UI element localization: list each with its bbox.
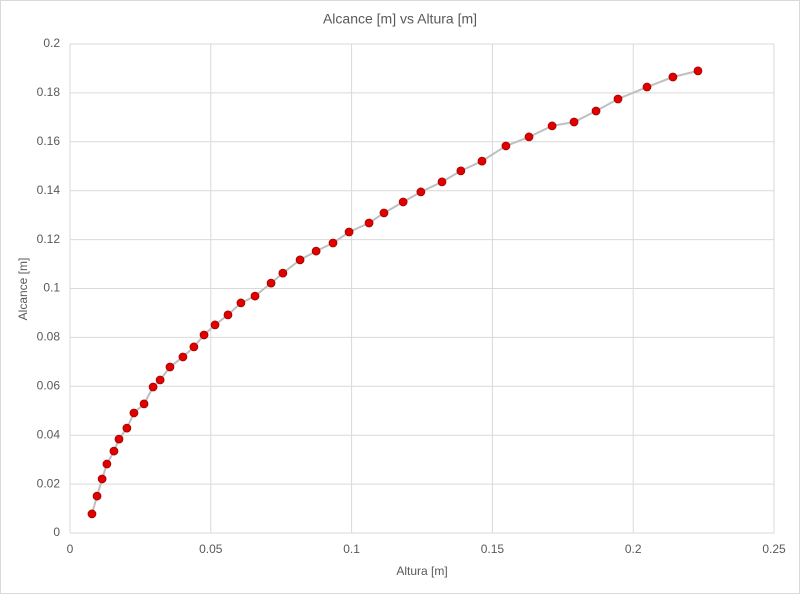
- data-point: [344, 227, 354, 237]
- data-point: [311, 246, 321, 256]
- y-tick-label: 0.2: [43, 36, 60, 50]
- x-tick-label: 0: [67, 542, 74, 556]
- data-point: [210, 320, 220, 330]
- y-tick-label: 0.08: [37, 330, 61, 344]
- data-point: [114, 434, 124, 444]
- data-point: [92, 491, 102, 501]
- data-point: [501, 141, 511, 151]
- data-point: [668, 72, 678, 82]
- data-point: [250, 291, 260, 301]
- data-point: [693, 66, 703, 76]
- data-point: [477, 156, 487, 166]
- data-point: [398, 197, 408, 207]
- y-tick-label: 0.04: [37, 427, 61, 441]
- data-point: [642, 82, 652, 92]
- data-point: [456, 166, 466, 176]
- x-tick-label: 0.05: [199, 542, 223, 556]
- x-axis-label: Altura [m]: [396, 564, 447, 578]
- data-point: [223, 310, 233, 320]
- data-point: [178, 352, 188, 362]
- data-point: [148, 382, 158, 392]
- data-point: [416, 187, 426, 197]
- data-point: [547, 121, 557, 131]
- data-point: [122, 423, 132, 433]
- data-point: [109, 446, 119, 456]
- data-point: [189, 342, 199, 352]
- x-tick-label: 0.1: [343, 542, 360, 556]
- data-point: [102, 459, 112, 469]
- data-point: [165, 362, 175, 372]
- y-tick-label: 0.18: [37, 85, 61, 99]
- x-tick-label: 0.25: [762, 542, 786, 556]
- data-point: [236, 298, 246, 308]
- data-point: [295, 255, 305, 265]
- data-point: [199, 330, 209, 340]
- data-point: [278, 268, 288, 278]
- chart-title: Alcance [m] vs Altura [m]: [323, 11, 477, 27]
- data-point: [591, 106, 601, 116]
- x-tick-label: 0.2: [625, 542, 642, 556]
- y-tick-label: 0.16: [37, 134, 61, 148]
- y-axis-label: Alcance [m]: [16, 258, 30, 321]
- data-point: [266, 278, 276, 288]
- y-tick-label: 0.02: [37, 476, 61, 490]
- data-point: [155, 375, 165, 385]
- data-point: [328, 238, 338, 248]
- y-tick-label: 0.12: [37, 232, 61, 246]
- data-point: [97, 474, 107, 484]
- x-tick-label: 0.15: [481, 542, 505, 556]
- data-point: [437, 177, 447, 187]
- data-point: [524, 132, 534, 142]
- y-tick-label: 0: [53, 525, 60, 539]
- data-point: [364, 218, 374, 228]
- data-point: [87, 509, 97, 519]
- data-point: [379, 208, 389, 218]
- data-point: [569, 117, 579, 127]
- data-point: [129, 408, 139, 418]
- data-point: [613, 94, 623, 104]
- y-tick-label: 0.1: [43, 281, 60, 295]
- data-point: [139, 399, 149, 409]
- y-tick-label: 0.14: [37, 183, 61, 197]
- y-tick-label: 0.06: [37, 378, 61, 392]
